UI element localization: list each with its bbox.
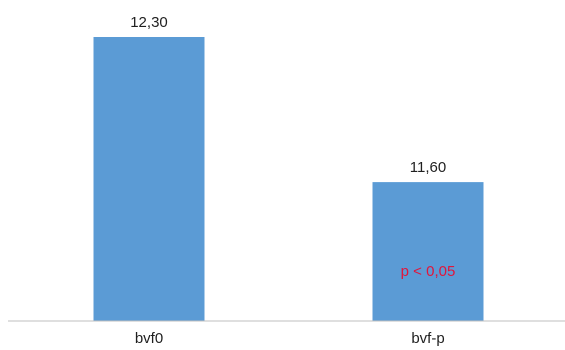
data-label-bvf0: 12,30	[130, 14, 168, 31]
category-label-bvf0: bvf0	[135, 330, 163, 347]
category-label-bvf-p: bvf-p	[411, 330, 444, 347]
bars-group	[93, 37, 484, 321]
significance-annotation: p < 0,05	[401, 263, 456, 280]
annotations-group: p < 0,05	[401, 263, 456, 280]
category-labels-group: bvf0 bvf-p	[135, 330, 445, 347]
bar-bvf-p	[372, 182, 484, 321]
data-labels-group: 12,30 11,60	[130, 14, 446, 176]
bar-bvf0	[93, 37, 205, 321]
data-label-bvf-p: 11,60	[410, 159, 446, 176]
